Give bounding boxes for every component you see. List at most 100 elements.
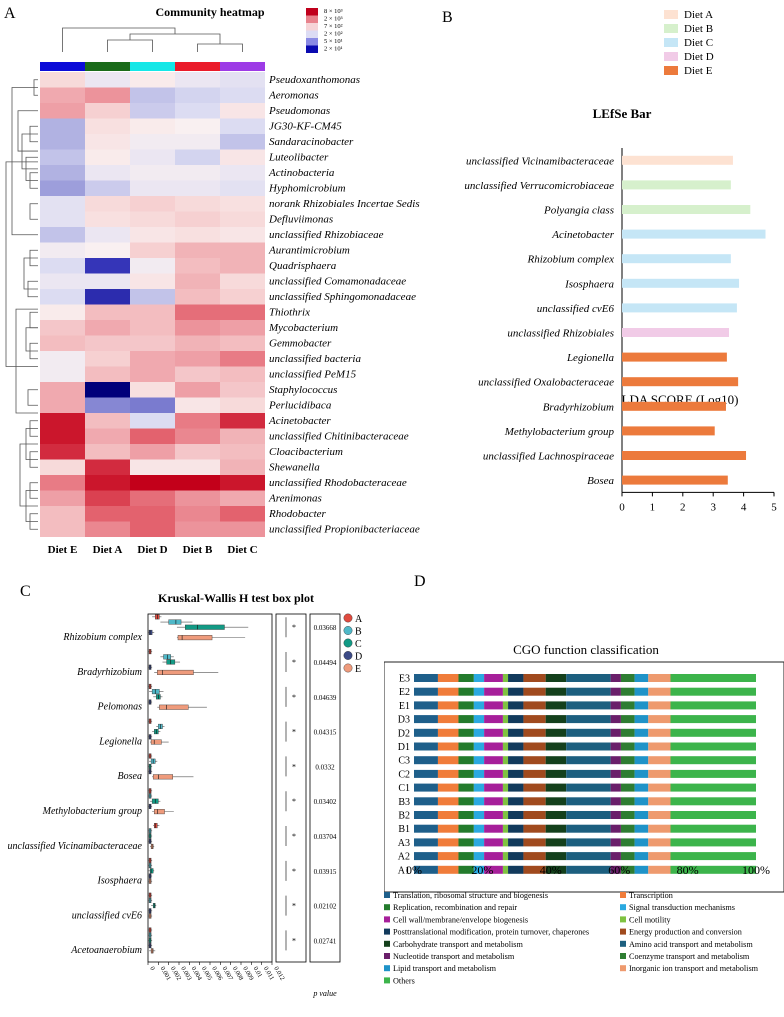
stacked-segment xyxy=(648,742,671,751)
heatmap-cell xyxy=(85,118,130,134)
stacked-segment xyxy=(437,852,459,861)
x-tick-label: 0.012 xyxy=(272,966,285,982)
box-iqr xyxy=(153,809,165,815)
heatmap-cell xyxy=(130,165,175,181)
stacked-segment xyxy=(566,687,611,696)
p-value: 0.03915 xyxy=(314,868,337,876)
heatmap-cell xyxy=(175,227,220,243)
stacked-segment xyxy=(523,865,546,874)
heatmap-cell xyxy=(175,211,220,227)
category-label: C1 xyxy=(398,783,410,794)
heatmap-title: Community heatmap xyxy=(155,5,264,19)
category-label: B2 xyxy=(398,811,410,822)
legend-dot xyxy=(343,638,353,648)
dendro-link xyxy=(27,389,38,406)
stacked-segment xyxy=(634,715,649,724)
row-label: Acinetobacter xyxy=(268,415,331,427)
stacked-segment xyxy=(620,715,635,724)
legend-label: Transcription xyxy=(629,891,673,900)
heatmap-cell xyxy=(130,444,175,460)
stacked-segment xyxy=(508,769,524,778)
heatmap-cell xyxy=(85,87,130,103)
heatmap-cell xyxy=(40,444,85,460)
stacked-segment xyxy=(620,783,635,792)
category-label: unclassified Vicinamibacteraceae xyxy=(466,155,614,167)
stacked-segment xyxy=(502,865,509,874)
stacked-segment xyxy=(473,865,485,874)
stacked-segment xyxy=(670,674,756,682)
category-label: Isosphaera xyxy=(97,876,142,887)
row-label: Actinobacteria xyxy=(268,167,335,179)
stacked-segment xyxy=(620,865,635,874)
lefse-bar xyxy=(622,475,728,485)
stacked-segment xyxy=(502,852,509,861)
heatmap-cell xyxy=(85,180,130,196)
heatmap-cell xyxy=(220,335,265,351)
stacked-segment xyxy=(484,769,503,778)
stacked-segment xyxy=(502,674,509,682)
category-label: Bradyrhizobium xyxy=(77,667,142,678)
heatmap-cell xyxy=(175,242,220,258)
panel-c-boxplot: C Kruskal-Wallis H test box plot A B C D E Rh… xyxy=(0,570,400,1012)
category-label: unclassified Rhizobiales xyxy=(507,328,614,340)
p-value: 0.03668 xyxy=(314,624,337,632)
stacked-segment xyxy=(473,742,485,751)
stacked-segment xyxy=(648,701,671,710)
stacked-segment xyxy=(620,824,635,833)
row-label: Luteolibacter xyxy=(268,152,329,164)
heatmap-cell xyxy=(85,273,130,289)
category-label: B1 xyxy=(398,824,410,835)
stacked-segment xyxy=(508,811,524,819)
heatmap-cell xyxy=(220,351,265,367)
heatmap-cell xyxy=(85,490,130,506)
stacked-segment xyxy=(437,811,459,819)
stacked-segment xyxy=(648,824,671,833)
stacked-segment xyxy=(545,728,567,737)
stacked-segment xyxy=(508,797,524,806)
stacked-segment xyxy=(473,838,485,847)
stacked-segment xyxy=(620,797,635,806)
heatmap-cell xyxy=(85,366,130,382)
heatmap-cell xyxy=(175,289,220,305)
legend-swatch xyxy=(620,940,626,947)
stacked-segment xyxy=(437,728,459,737)
heatmap-body: Pseudoxanthomonas Aeromonas Pseudomonas JG3… xyxy=(5,8,420,556)
x-tick-label: 0 xyxy=(619,501,625,513)
x-tick-label: 2 xyxy=(680,501,686,513)
stacked-segment xyxy=(545,674,567,682)
legend-swatch xyxy=(620,904,626,911)
lefse-bar xyxy=(622,155,733,165)
heatmap-cell xyxy=(130,273,175,289)
row-label: unclassified Comamonadaceae xyxy=(269,276,406,288)
stacked-segment xyxy=(508,852,524,861)
dendro-link xyxy=(197,43,243,52)
dendro-link xyxy=(17,110,38,152)
stacked-segment xyxy=(648,838,671,847)
box-iqr xyxy=(159,704,189,710)
stacked-segment xyxy=(566,865,611,874)
stacked-segment xyxy=(437,824,459,833)
p-value: 0.02741 xyxy=(314,937,337,945)
stacked-segment xyxy=(610,715,621,724)
dendro-link xyxy=(25,327,38,352)
heatmap-cell xyxy=(175,180,220,196)
stacked-segment xyxy=(523,701,546,710)
stacked-segment xyxy=(648,687,671,696)
heatmap-cell xyxy=(40,351,85,367)
category-label: Rhizobium complex xyxy=(62,632,142,643)
dendro-link xyxy=(129,33,221,44)
category-label: C3 xyxy=(398,756,410,767)
stacked-segment xyxy=(437,838,459,847)
heatmap-cell xyxy=(175,134,220,150)
stacked-segment xyxy=(502,797,509,806)
stacked-segment xyxy=(566,674,611,682)
stacked-segment xyxy=(566,783,611,792)
stacked-segment xyxy=(670,715,756,724)
heatmap-cell xyxy=(175,444,220,460)
heatmap-cell xyxy=(40,366,85,382)
heatmap-cell xyxy=(85,506,130,522)
x-tick-label: 40% xyxy=(540,863,562,877)
legend-dot xyxy=(343,651,353,660)
heatmap-cell xyxy=(130,118,175,134)
stacked-segment xyxy=(670,728,756,737)
